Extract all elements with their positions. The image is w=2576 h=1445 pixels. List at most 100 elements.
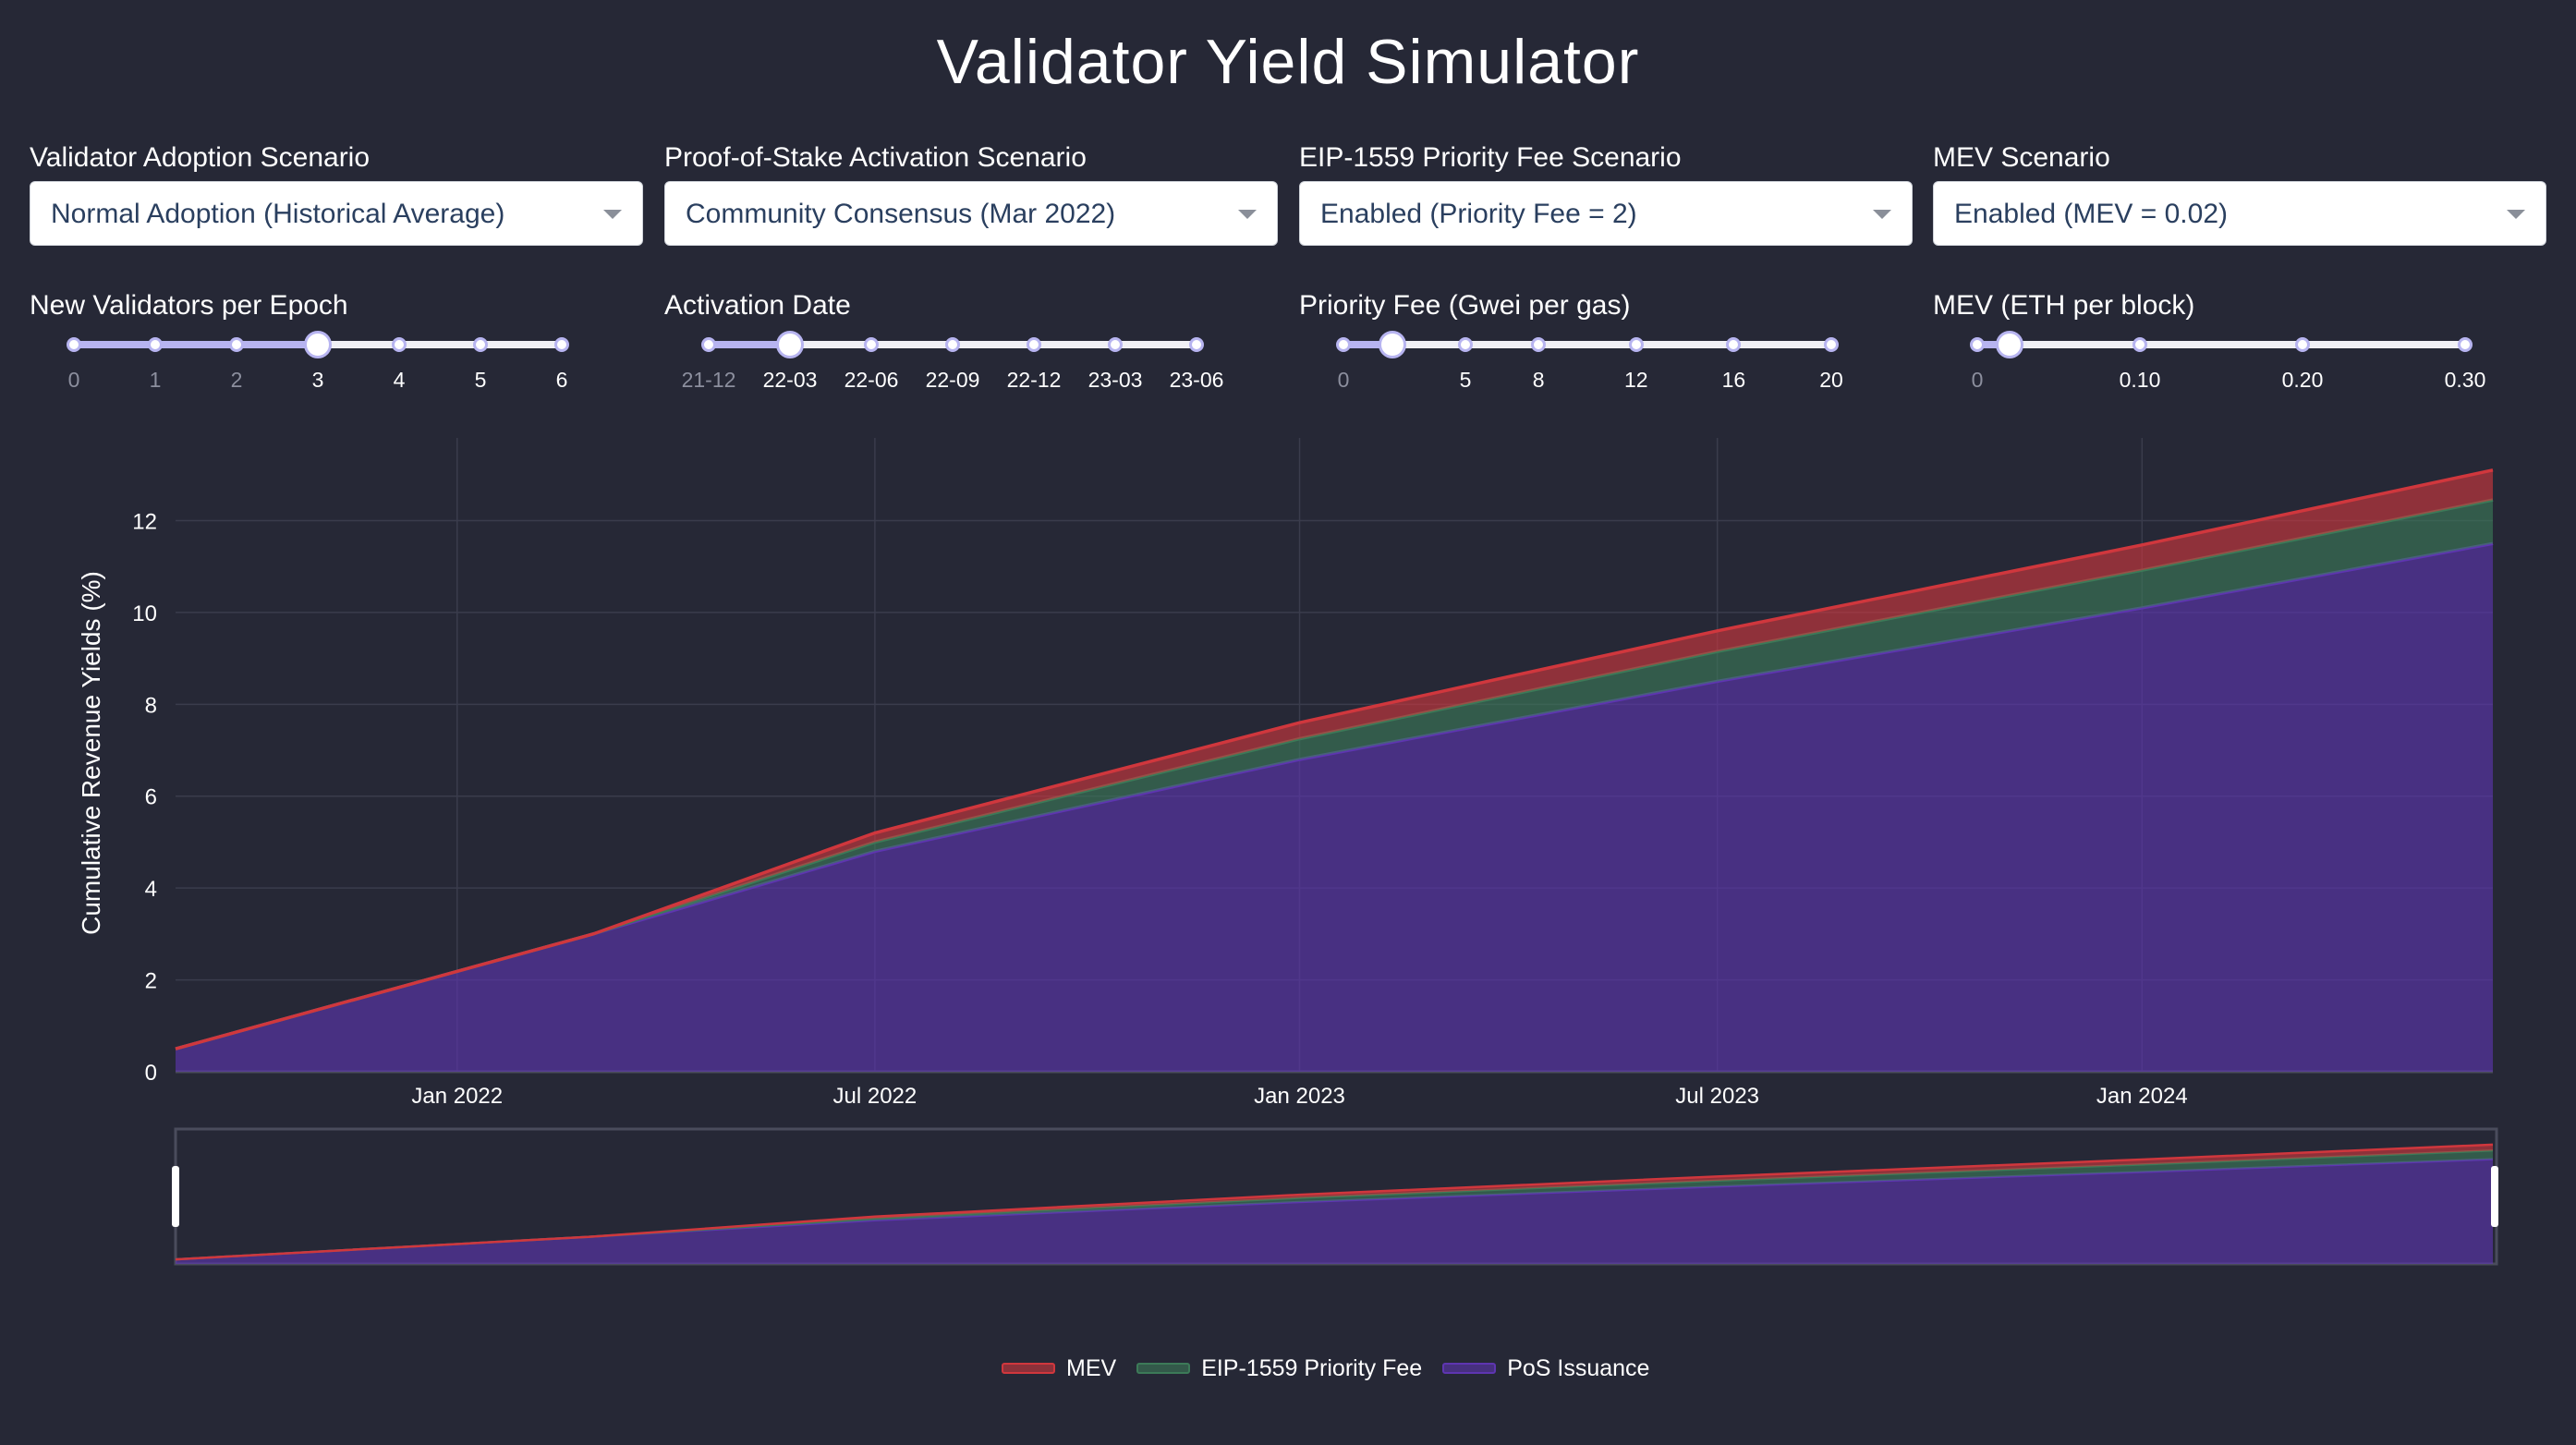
slider-tick-label: 12 [1624, 368, 1648, 392]
slider-handle[interactable] [304, 331, 332, 358]
slider-track-fill [74, 341, 318, 348]
slider-tick[interactable] [1189, 337, 1204, 352]
mev-slider-label: MEV (ETH per block) [1933, 290, 2195, 321]
y-tick-label: 6 [145, 785, 157, 810]
slider-tick-label: 0.20 [2281, 368, 2324, 392]
chevron-down-icon[interactable] [1873, 210, 1891, 219]
slider-tick[interactable] [1108, 337, 1123, 352]
area-mev[interactable] [176, 469, 2493, 1050]
slider-tick-label: 20 [1819, 368, 1843, 392]
slider-tick[interactable] [473, 337, 488, 352]
slider-handle[interactable] [776, 331, 804, 358]
area-pos-issuance[interactable] [176, 543, 2493, 1072]
slider-tick[interactable] [2132, 337, 2147, 352]
activation-date-slider-label: Activation Date [664, 290, 851, 321]
slider-track-fill [1977, 341, 2011, 348]
area-priority-fee[interactable] [176, 500, 2493, 1050]
area-mev-minimap[interactable] [176, 1144, 2493, 1260]
chevron-down-icon[interactable] [1238, 210, 1257, 219]
chart-legend: MEV EIP-1559 Priority Fee PoS Issuance [1002, 1354, 1670, 1382]
slider-tick-label: 23-03 [1088, 368, 1143, 392]
slider-tick[interactable] [864, 337, 879, 352]
slider-tick-label: 22-12 [1006, 368, 1062, 392]
activation-scenario-dropdown[interactable]: Community Consensus (Mar 2022) [664, 181, 1278, 246]
y-tick-label: 4 [145, 877, 157, 902]
slider-tick-label: 0 [1971, 368, 1984, 392]
y-tick-label: 2 [145, 969, 157, 994]
y-tick-label: 0 [145, 1061, 157, 1086]
chevron-down-icon[interactable] [603, 210, 622, 219]
slider-tick[interactable] [1726, 337, 1742, 352]
line-mev-minimap[interactable] [175, 1143, 2494, 1261]
chevron-down-icon[interactable] [2507, 210, 2525, 219]
x-tick-label: Jul 2023 [1675, 1084, 1759, 1109]
slider-rail[interactable] [1343, 341, 1831, 348]
slider-tick[interactable] [1458, 337, 1473, 352]
priority-fee-scenario-label: EIP-1559 Priority Fee Scenario [1299, 142, 1682, 173]
y-tick-label: 8 [145, 693, 157, 718]
slider-tick[interactable] [1628, 337, 1644, 352]
slider-tick[interactable] [1824, 337, 1839, 352]
slider-handle[interactable] [1996, 331, 2024, 358]
slider-tick[interactable] [1336, 337, 1351, 352]
validators-slider[interactable]: 0 1 2 3 4 5 6 [67, 327, 569, 401]
page-title: Validator Yield Simulator [936, 27, 1640, 97]
priority-fee-scenario-dropdown[interactable]: Enabled (Priority Fee = 2) [1299, 181, 1913, 246]
area-priority-fee-minimap[interactable] [176, 1150, 2493, 1260]
slider-tick[interactable] [1027, 337, 1041, 352]
x-tick-label: Jan 2023 [1254, 1084, 1345, 1109]
priority-fee-scenario-value: Enabled (Priority Fee = 2) [1320, 199, 1637, 229]
slider-rail[interactable] [1977, 341, 2465, 348]
mev-slider[interactable]: 0 0.10 0.20 0.30 [1970, 327, 2485, 401]
legend-item-mev[interactable]: MEV [1002, 1355, 1116, 1382]
slider-tick-label: 6 [555, 368, 568, 392]
activation-scenario-value: Community Consensus (Mar 2022) [686, 199, 1116, 229]
range-handle-right[interactable] [2491, 1166, 2498, 1227]
legend-swatch-pos-issuance [1442, 1363, 1497, 1374]
slider-tick[interactable] [554, 337, 569, 352]
legend-item-pos-issuance[interactable]: PoS Issuance [1442, 1355, 1649, 1382]
slider-tick-label: 0.30 [2444, 368, 2486, 392]
legend-item-priority-fee[interactable]: EIP-1559 Priority Fee [1136, 1355, 1422, 1382]
mev-scenario-label: MEV Scenario [1933, 142, 2110, 173]
slider-tick[interactable] [148, 337, 163, 352]
slider-tick[interactable] [1531, 337, 1547, 352]
slider-tick-label: 5 [474, 368, 487, 392]
line-mev[interactable] [175, 468, 2494, 1050]
slider-tick[interactable] [392, 337, 407, 352]
legend-swatch-priority-fee [1136, 1363, 1191, 1374]
slider-tick-label: 22-09 [925, 368, 980, 392]
slider-tick-label: 0.10 [2119, 368, 2161, 392]
slider-handle[interactable] [1378, 331, 1406, 358]
range-handle-left[interactable] [172, 1166, 179, 1227]
slider-tick[interactable] [1970, 337, 1985, 352]
slider-tick[interactable] [701, 337, 716, 352]
slider-tick-label: 21-12 [681, 368, 736, 392]
adoption-scenario-dropdown[interactable]: Normal Adoption (Historical Average) [30, 181, 643, 246]
slider-tick-label: 3 [311, 368, 324, 392]
x-tick-label: Jan 2022 [411, 1084, 503, 1109]
legend-label-pos-issuance: PoS Issuance [1507, 1354, 1650, 1381]
slider-tick[interactable] [2458, 337, 2473, 352]
slider-tick-label: 22-03 [762, 368, 818, 392]
slider-tick[interactable] [2295, 337, 2310, 352]
area-pos-issuance-minimap[interactable] [176, 1159, 2493, 1264]
legend-label-priority-fee: EIP-1559 Priority Fee [1201, 1354, 1423, 1381]
slider-tick-label: 4 [393, 368, 406, 392]
adoption-scenario-value: Normal Adoption (Historical Average) [51, 199, 505, 229]
x-tick-label: Jan 2024 [2096, 1084, 2188, 1109]
slider-tick-label: 2 [230, 368, 243, 392]
legend-swatch-mev [1002, 1363, 1055, 1374]
adoption-scenario-label: Validator Adoption Scenario [30, 142, 371, 173]
slider-tick[interactable] [67, 337, 81, 352]
yield-chart[interactable]: Jan 2022 Jul 2022 Jan 2023 Jul 2023 Jan 2024… [0, 0, 2576, 1312]
slider-tick[interactable] [229, 337, 244, 352]
priority-fee-slider[interactable]: 0 5 8 12 16 20 [1336, 327, 1843, 401]
mev-scenario-dropdown[interactable]: Enabled (MEV = 0.02) [1933, 181, 2546, 246]
slider-tick[interactable] [945, 337, 960, 352]
slider-tick-label: 0 [1337, 368, 1350, 392]
slider-tick-label: 5 [1459, 368, 1472, 392]
activation-date-slider[interactable]: 21-12 22-03 22-06 22-09 22-12 23-03 23-06 [682, 327, 1223, 401]
slider-track-fill [709, 341, 790, 348]
